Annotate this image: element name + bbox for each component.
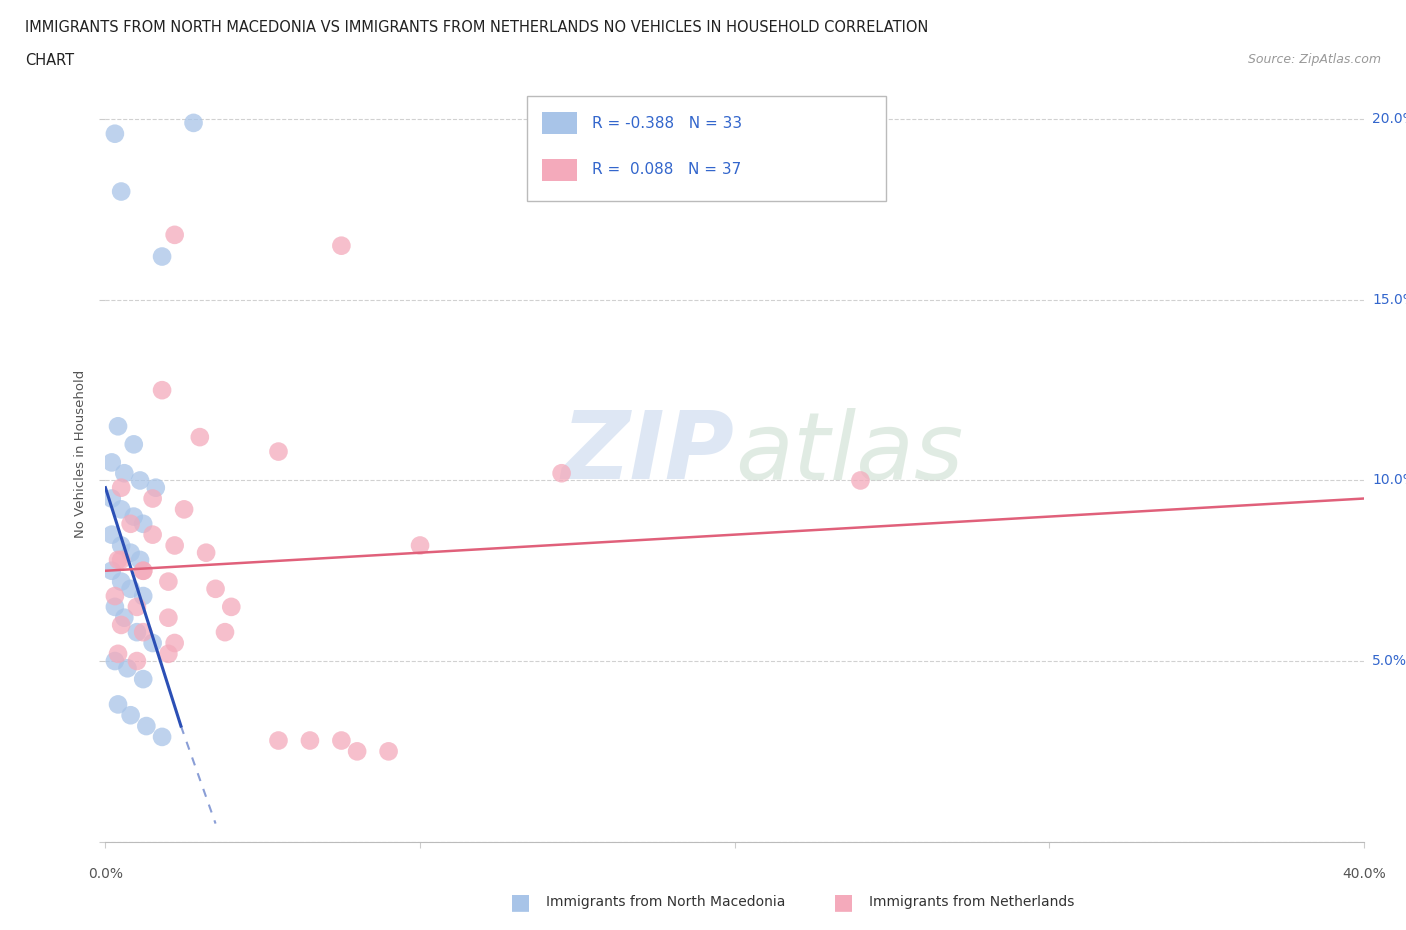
- FancyBboxPatch shape: [543, 159, 578, 180]
- Point: [135, 719, 157, 734]
- Point: [104, 600, 127, 615]
- Point: [150, 249, 173, 264]
- Point: [110, 618, 132, 632]
- Text: 20.0%: 20.0%: [1372, 113, 1406, 126]
- Point: [104, 589, 127, 604]
- Point: [110, 538, 132, 553]
- Point: [132, 564, 155, 578]
- Point: [132, 516, 155, 531]
- Point: [183, 115, 205, 130]
- Point: [267, 733, 290, 748]
- Point: [204, 581, 226, 596]
- Point: [100, 491, 122, 506]
- Point: [330, 238, 353, 253]
- Text: ■: ■: [834, 892, 853, 912]
- Text: 15.0%: 15.0%: [1372, 293, 1406, 307]
- Point: [120, 516, 142, 531]
- Point: [122, 509, 145, 524]
- Point: [122, 437, 145, 452]
- Point: [100, 564, 122, 578]
- Point: [110, 502, 132, 517]
- Point: [107, 418, 129, 433]
- Point: [214, 625, 236, 640]
- Text: CHART: CHART: [25, 53, 75, 68]
- Point: [104, 654, 127, 669]
- Point: [132, 625, 155, 640]
- Text: 0.0%: 0.0%: [89, 867, 122, 881]
- Point: [330, 733, 353, 748]
- Point: [163, 635, 186, 650]
- Point: [110, 184, 132, 199]
- Point: [157, 610, 180, 625]
- Point: [150, 729, 173, 744]
- Point: [173, 502, 195, 517]
- Text: atlas: atlas: [734, 408, 963, 498]
- Text: R =  0.088   N = 37: R = 0.088 N = 37: [592, 163, 742, 178]
- Text: Source: ZipAtlas.com: Source: ZipAtlas.com: [1247, 53, 1381, 66]
- Point: [107, 697, 129, 711]
- Point: [142, 491, 165, 506]
- Point: [129, 473, 152, 488]
- Point: [125, 625, 148, 640]
- Point: [219, 600, 242, 615]
- Point: [112, 610, 135, 625]
- Point: [104, 126, 127, 141]
- Point: [409, 538, 432, 553]
- Point: [132, 564, 155, 578]
- Point: [120, 545, 142, 560]
- Point: [142, 527, 165, 542]
- Y-axis label: No Vehicles in Household: No Vehicles in Household: [73, 369, 87, 538]
- Text: 5.0%: 5.0%: [1372, 654, 1406, 668]
- Point: [120, 581, 142, 596]
- Point: [110, 574, 132, 589]
- Text: 10.0%: 10.0%: [1372, 473, 1406, 487]
- Point: [132, 589, 155, 604]
- Point: [163, 228, 186, 243]
- Point: [163, 538, 186, 553]
- Text: Immigrants from Netherlands: Immigrants from Netherlands: [869, 895, 1074, 910]
- Point: [100, 527, 122, 542]
- Point: [117, 661, 139, 676]
- Point: [132, 671, 155, 686]
- Point: [145, 480, 167, 495]
- Point: [112, 466, 135, 481]
- Text: Immigrants from North Macedonia: Immigrants from North Macedonia: [546, 895, 785, 910]
- Text: IMMIGRANTS FROM NORTH MACEDONIA VS IMMIGRANTS FROM NETHERLANDS NO VEHICLES IN HO: IMMIGRANTS FROM NORTH MACEDONIA VS IMMIG…: [25, 20, 929, 35]
- Text: R = -0.388   N = 33: R = -0.388 N = 33: [592, 116, 742, 131]
- Point: [188, 430, 211, 445]
- Point: [129, 552, 152, 567]
- Point: [107, 552, 129, 567]
- Point: [100, 455, 122, 470]
- Point: [110, 552, 132, 567]
- Point: [150, 383, 173, 398]
- Text: 40.0%: 40.0%: [1341, 867, 1386, 881]
- FancyBboxPatch shape: [543, 113, 578, 134]
- Point: [125, 600, 148, 615]
- Point: [346, 744, 368, 759]
- Point: [157, 646, 180, 661]
- Point: [157, 574, 180, 589]
- Text: ZIP: ZIP: [562, 407, 734, 499]
- Point: [377, 744, 399, 759]
- Text: ■: ■: [510, 892, 530, 912]
- Point: [107, 646, 129, 661]
- Point: [110, 480, 132, 495]
- Point: [298, 733, 321, 748]
- Point: [267, 445, 290, 459]
- Point: [142, 635, 165, 650]
- Point: [195, 545, 218, 560]
- FancyBboxPatch shape: [527, 96, 886, 201]
- Point: [550, 466, 572, 481]
- Point: [120, 708, 142, 723]
- Point: [125, 654, 148, 669]
- Point: [849, 473, 872, 488]
